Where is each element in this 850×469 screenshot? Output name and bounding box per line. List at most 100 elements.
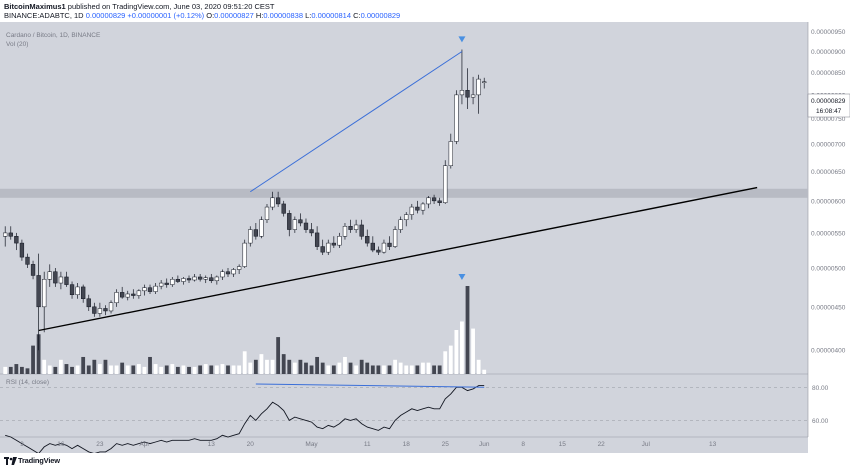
price-chart[interactable]: 80.00 60.00 0.00000950 0.00000900 0.0000085… bbox=[0, 0, 850, 453]
rsi-line[interactable] bbox=[5, 385, 485, 453]
candle-body[interactable] bbox=[443, 165, 448, 203]
candle-body[interactable] bbox=[170, 278, 175, 285]
candle-body[interactable] bbox=[131, 293, 136, 296]
candle-body[interactable] bbox=[19, 242, 25, 258]
candle-body[interactable] bbox=[281, 203, 286, 214]
candle-body[interactable] bbox=[431, 197, 437, 202]
rsi-trendline[interactable] bbox=[255, 383, 485, 388]
candle-body[interactable] bbox=[253, 229, 258, 237]
candle-body[interactable] bbox=[404, 214, 409, 221]
candle-body[interactable] bbox=[409, 206, 414, 215]
candle-body[interactable] bbox=[470, 94, 476, 98]
candle-body[interactable] bbox=[209, 277, 214, 282]
candle-body[interactable] bbox=[8, 232, 13, 237]
candle-body[interactable] bbox=[86, 298, 91, 308]
candle-body[interactable] bbox=[270, 197, 275, 208]
candle-body[interactable] bbox=[114, 292, 119, 304]
candle-body[interactable] bbox=[465, 90, 470, 98]
candle-body[interactable] bbox=[14, 236, 19, 244]
price-trendline[interactable] bbox=[250, 51, 463, 193]
candle-body[interactable] bbox=[426, 197, 431, 205]
legend-volume[interactable]: Vol (20) bbox=[6, 41, 28, 48]
candle-body[interactable] bbox=[242, 242, 247, 267]
candle-body[interactable] bbox=[203, 277, 208, 280]
candle-body[interactable] bbox=[53, 271, 58, 284]
candle-body[interactable] bbox=[220, 271, 225, 278]
candle-body[interactable] bbox=[342, 226, 348, 237]
candle-body[interactable] bbox=[303, 222, 309, 230]
candle-body[interactable] bbox=[92, 306, 97, 314]
tradingview-logo-icon[interactable] bbox=[4, 456, 17, 466]
candle-body[interactable] bbox=[365, 236, 370, 244]
candle-body[interactable] bbox=[459, 90, 465, 96]
legend-title[interactable]: Cardano / Bitcoin, 1D, BINANCE bbox=[6, 32, 101, 39]
candle-body[interactable] bbox=[75, 286, 80, 296]
candle-body[interactable] bbox=[437, 200, 442, 203]
candle-body[interactable] bbox=[370, 242, 375, 251]
candle-body[interactable] bbox=[30, 264, 36, 276]
candle-body[interactable] bbox=[136, 290, 142, 296]
candle-body[interactable] bbox=[214, 276, 220, 282]
candle-body[interactable] bbox=[142, 287, 147, 292]
candle-body[interactable] bbox=[147, 287, 153, 292]
candle-body[interactable] bbox=[181, 278, 186, 282]
candle-body[interactable] bbox=[58, 276, 64, 284]
candle-body[interactable] bbox=[175, 278, 181, 282]
candle-body[interactable] bbox=[376, 249, 381, 253]
legend-rsi[interactable]: RSI (14, close) bbox=[6, 379, 49, 386]
candle-body[interactable] bbox=[164, 282, 169, 285]
candle-body[interactable] bbox=[292, 219, 297, 230]
candle-body[interactable] bbox=[108, 302, 114, 312]
candle-body[interactable] bbox=[420, 203, 426, 211]
candle-body[interactable] bbox=[125, 293, 130, 298]
candle-body[interactable] bbox=[298, 219, 303, 224]
candle-body[interactable] bbox=[331, 242, 336, 246]
candle-body[interactable] bbox=[476, 78, 481, 96]
candle-body[interactable] bbox=[198, 276, 203, 280]
candle-body[interactable] bbox=[398, 219, 403, 230]
candle-body[interactable] bbox=[153, 285, 158, 292]
candle-body[interactable] bbox=[314, 232, 320, 247]
candle-body[interactable] bbox=[69, 284, 75, 296]
candle-body[interactable] bbox=[353, 224, 359, 230]
candle-body[interactable] bbox=[415, 206, 420, 211]
candle-body[interactable] bbox=[120, 292, 125, 298]
candle-body[interactable] bbox=[259, 219, 264, 237]
candle-body[interactable] bbox=[381, 242, 387, 253]
open-value: 0.00000827 bbox=[214, 11, 254, 20]
candle-body[interactable] bbox=[337, 236, 342, 246]
footer-brand[interactable]: TradingView bbox=[18, 456, 60, 465]
candle-body[interactable] bbox=[287, 213, 292, 230]
candle-body[interactable] bbox=[392, 229, 398, 247]
candle-body[interactable] bbox=[81, 286, 86, 299]
candle-body[interactable] bbox=[359, 224, 364, 237]
candle-body[interactable] bbox=[236, 266, 242, 270]
support-trendline[interactable] bbox=[38, 186, 758, 332]
candle-body[interactable] bbox=[231, 269, 236, 275]
candle-body[interactable] bbox=[192, 276, 197, 281]
candle-body[interactable] bbox=[25, 256, 30, 265]
candle-body[interactable] bbox=[309, 229, 314, 234]
candle-body[interactable] bbox=[326, 242, 331, 253]
candle-body[interactable] bbox=[103, 308, 108, 312]
candle-body[interactable] bbox=[36, 275, 41, 308]
candle-body[interactable] bbox=[320, 246, 325, 253]
candle-body[interactable] bbox=[3, 232, 8, 237]
candle-body[interactable] bbox=[97, 308, 103, 314]
candle-body[interactable] bbox=[482, 81, 487, 84]
candle-body[interactable] bbox=[64, 276, 69, 285]
volume-bar bbox=[175, 366, 180, 374]
author-name[interactable]: BitcoinMaximus1 bbox=[4, 2, 66, 11]
candle-body[interactable] bbox=[454, 94, 459, 142]
candle-body[interactable] bbox=[186, 278, 192, 281]
candle-body[interactable] bbox=[159, 282, 164, 287]
candle-body[interactable] bbox=[225, 271, 231, 275]
candle-body[interactable] bbox=[448, 141, 453, 166]
candle-body[interactable] bbox=[47, 271, 52, 280]
candle-body[interactable] bbox=[387, 242, 392, 247]
candle-body[interactable] bbox=[264, 206, 270, 221]
candle-body[interactable] bbox=[348, 226, 353, 230]
candle-body[interactable] bbox=[248, 229, 253, 244]
candle-body[interactable] bbox=[275, 197, 281, 205]
candle-body[interactable] bbox=[42, 278, 47, 308]
